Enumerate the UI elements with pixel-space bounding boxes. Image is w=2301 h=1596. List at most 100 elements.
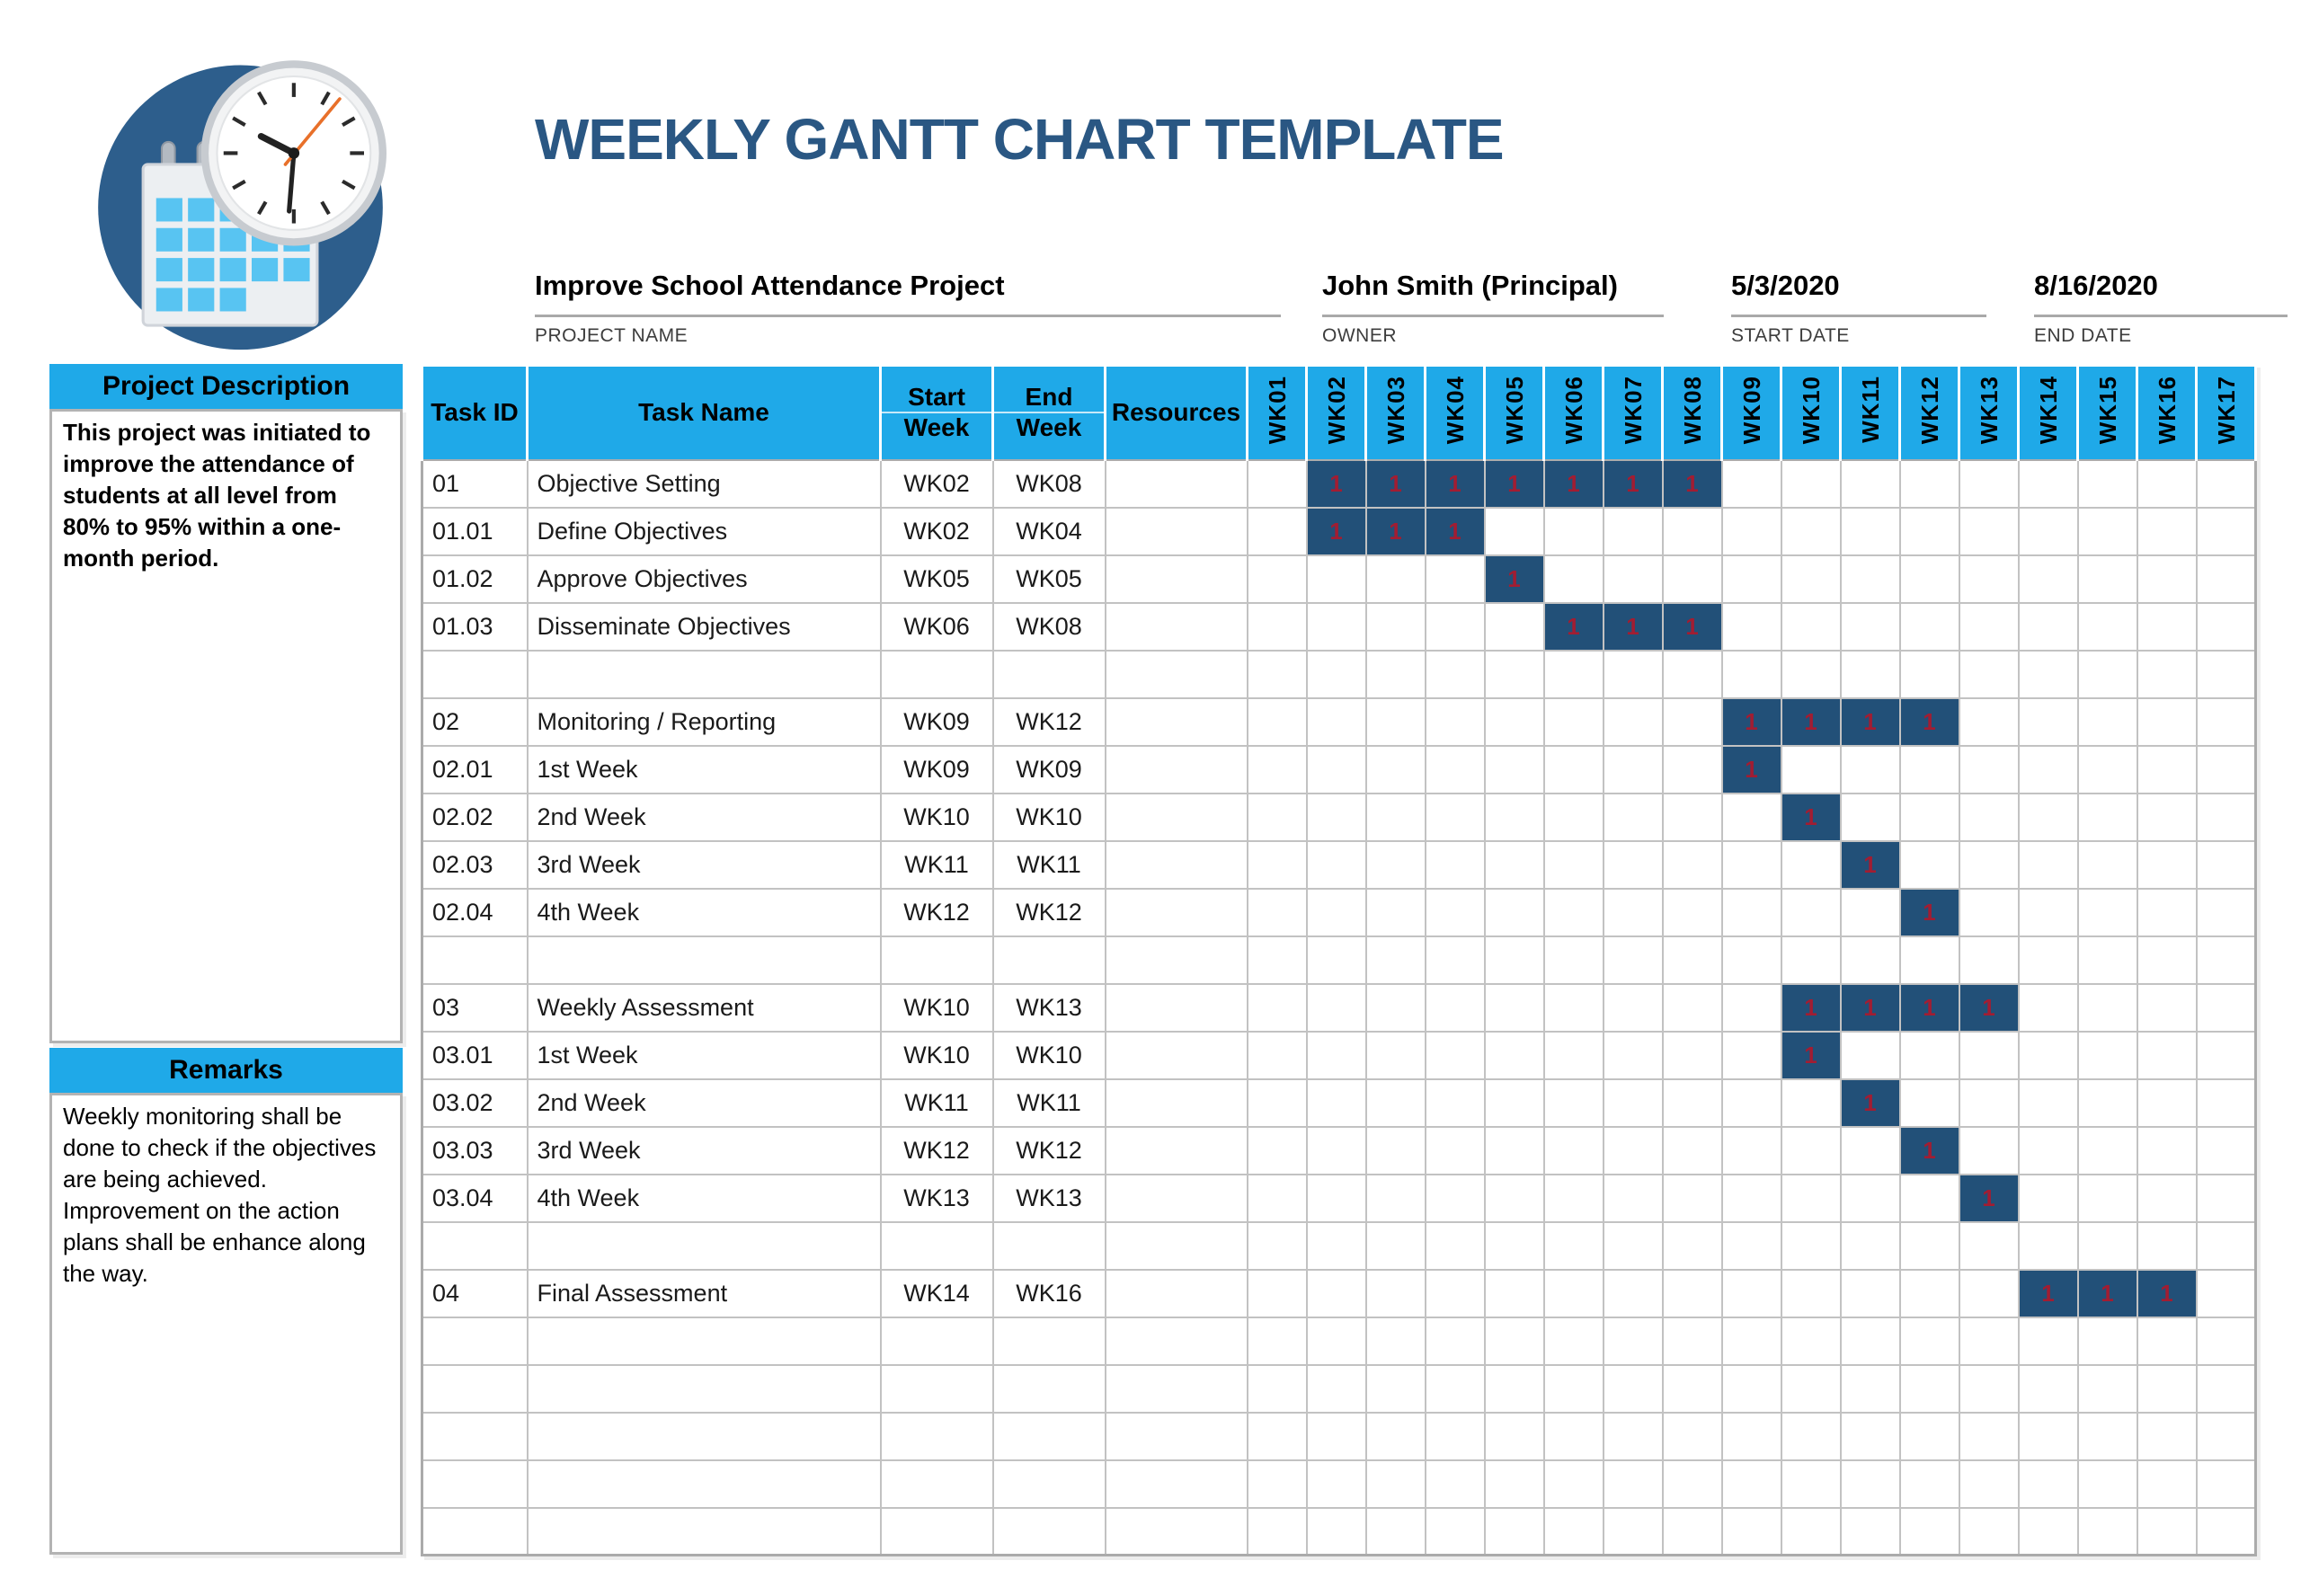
week-cell[interactable] [1424, 1506, 1486, 1556]
week-cell[interactable] [1364, 1173, 1426, 1223]
week-cell[interactable] [2017, 1173, 2079, 1223]
week-cell[interactable] [1542, 1125, 1604, 1175]
gantt-bar-cell[interactable]: 1 [2136, 1268, 2198, 1318]
week-cell[interactable] [1305, 1030, 1367, 1080]
week-cell[interactable] [1780, 649, 1842, 699]
week-cell[interactable] [1839, 1220, 1901, 1271]
week-cell[interactable] [1483, 649, 1545, 699]
week-cell[interactable] [1483, 1363, 1545, 1414]
end-week-cell[interactable]: WK11 [991, 839, 1106, 890]
start-week-cell[interactable]: WK13 [879, 1173, 994, 1223]
week-cell[interactable] [1661, 1125, 1723, 1175]
resources-cell[interactable] [1104, 1030, 1248, 1080]
task-id-cell[interactable]: 03.04 [421, 1173, 529, 1223]
resources-cell[interactable] [1104, 1316, 1248, 1366]
task-name-cell[interactable] [526, 935, 882, 985]
week-cell[interactable] [1542, 696, 1604, 747]
week-cell[interactable] [1780, 554, 1842, 604]
week-cell[interactable] [1542, 1173, 1604, 1223]
week-cell[interactable] [2136, 1077, 2198, 1128]
task-name-cell[interactable]: 2nd Week [526, 1077, 882, 1128]
col-header-task-name[interactable]: Task Name [526, 364, 882, 461]
task-id-cell[interactable]: 01.03 [421, 601, 529, 652]
project-name-value[interactable]: Improve School Attendance Project [535, 270, 1281, 317]
col-header-week[interactable]: WK01 [1246, 364, 1308, 461]
week-cell[interactable] [2076, 1173, 2138, 1223]
week-cell[interactable] [1542, 1220, 1604, 1271]
task-id-cell[interactable] [421, 935, 529, 985]
start-week-cell[interactable]: WK06 [879, 601, 994, 652]
week-cell[interactable] [1958, 887, 2020, 937]
week-cell[interactable] [1364, 744, 1426, 794]
task-name-cell[interactable]: Weekly Assessment [526, 982, 882, 1033]
task-id-cell[interactable]: 01 [421, 458, 529, 509]
week-cell[interactable] [1542, 887, 1604, 937]
task-id-cell[interactable]: 03 [421, 982, 529, 1033]
owner-value[interactable]: John Smith (Principal) [1322, 270, 1664, 317]
gantt-bar-cell[interactable]: 1 [1958, 1173, 2020, 1223]
task-id-cell[interactable]: 02.02 [421, 792, 529, 842]
week-cell[interactable] [1780, 1220, 1842, 1271]
week-cell[interactable] [1898, 1459, 1960, 1509]
col-header-week[interactable]: WK08 [1661, 364, 1723, 461]
week-cell[interactable] [2017, 696, 2079, 747]
week-cell[interactable] [2136, 982, 2198, 1033]
week-cell[interactable] [1305, 1411, 1367, 1461]
task-id-cell[interactable]: 03.01 [421, 1030, 529, 1080]
week-cell[interactable] [1839, 1316, 1901, 1366]
gantt-bar-cell[interactable]: 1 [1542, 458, 1604, 509]
week-cell[interactable] [1424, 1220, 1486, 1271]
task-id-cell[interactable] [421, 1316, 529, 1366]
task-name-cell[interactable] [526, 1363, 882, 1414]
week-cell[interactable] [1898, 1220, 1960, 1271]
week-cell[interactable] [1542, 935, 1604, 985]
week-cell[interactable] [1839, 792, 1901, 842]
col-header-week[interactable]: WK07 [1602, 364, 1664, 461]
task-name-cell[interactable]: 1st Week [526, 1030, 882, 1080]
start-week-cell[interactable]: WK14 [879, 1268, 994, 1318]
week-cell[interactable] [1483, 1316, 1545, 1366]
week-cell[interactable] [1780, 601, 1842, 652]
week-cell[interactable] [1898, 458, 1960, 509]
week-cell[interactable] [1958, 1363, 2020, 1414]
gantt-bar-cell[interactable]: 1 [1780, 1030, 1842, 1080]
week-cell[interactable] [1602, 839, 1664, 890]
col-header-week[interactable]: WK13 [1958, 364, 2020, 461]
week-cell[interactable] [1720, 839, 1782, 890]
week-cell[interactable] [2136, 1173, 2198, 1223]
week-cell[interactable] [1720, 935, 1782, 985]
week-cell[interactable] [2076, 1220, 2138, 1271]
week-cell[interactable] [2076, 1459, 2138, 1509]
week-cell[interactable] [1602, 1030, 1664, 1080]
week-cell[interactable] [1364, 1077, 1426, 1128]
week-cell[interactable] [1780, 1411, 1842, 1461]
week-cell[interactable] [2136, 601, 2198, 652]
task-id-cell[interactable] [421, 1220, 529, 1271]
week-cell[interactable] [2017, 839, 2079, 890]
week-cell[interactable] [1898, 601, 1960, 652]
week-cell[interactable] [2076, 649, 2138, 699]
owner-field[interactable]: John Smith (Principal) OWNER [1322, 270, 1664, 347]
end-week-cell[interactable]: WK12 [991, 887, 1106, 937]
week-cell[interactable] [2195, 935, 2257, 985]
week-cell[interactable] [1246, 744, 1308, 794]
start-week-cell[interactable]: WK02 [879, 458, 994, 509]
week-cell[interactable] [1246, 696, 1308, 747]
week-cell[interactable] [2076, 1363, 2138, 1414]
resources-cell[interactable] [1104, 1459, 1248, 1509]
week-cell[interactable] [1246, 1173, 1308, 1223]
week-cell[interactable] [1246, 1316, 1308, 1366]
week-cell[interactable] [1246, 792, 1308, 842]
end-week-cell[interactable]: WK12 [991, 696, 1106, 747]
week-cell[interactable] [1483, 696, 1545, 747]
end-week-cell[interactable]: WK12 [991, 1125, 1106, 1175]
col-header-week[interactable]: WK03 [1364, 364, 1426, 461]
col-header-week[interactable]: WK11 [1839, 364, 1901, 461]
gantt-bar-cell[interactable]: 1 [1602, 458, 1664, 509]
end-week-cell[interactable]: WK05 [991, 554, 1106, 604]
week-cell[interactable] [1720, 887, 1782, 937]
task-name-cell[interactable]: Final Assessment [526, 1268, 882, 1318]
week-cell[interactable] [1661, 792, 1723, 842]
end-week-cell[interactable]: WK13 [991, 1173, 1106, 1223]
gantt-bar-cell[interactable]: 1 [2076, 1268, 2138, 1318]
